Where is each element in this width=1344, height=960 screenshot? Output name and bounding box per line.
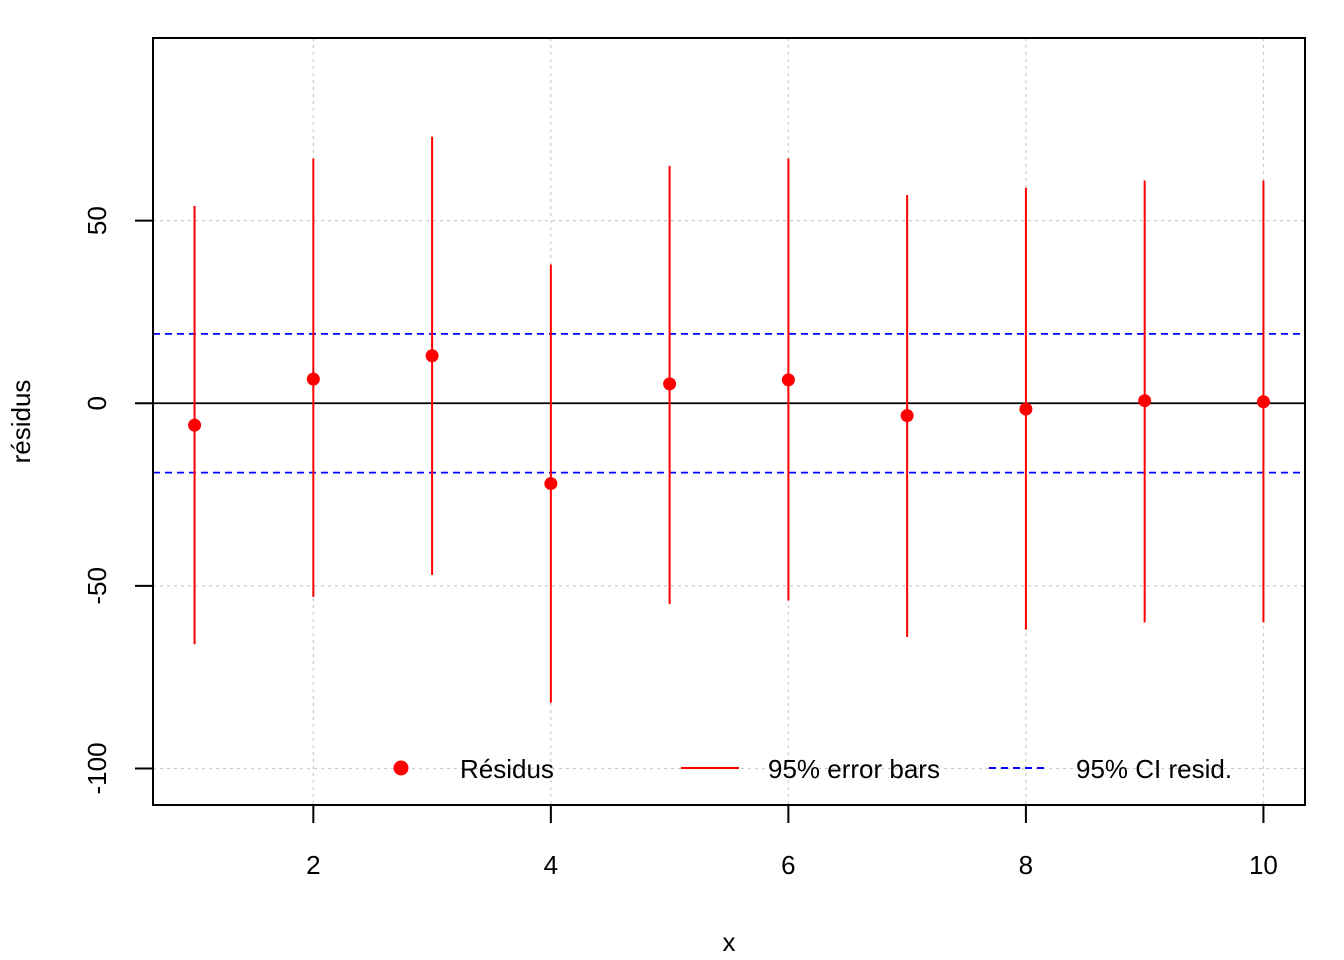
residual-point <box>663 377 677 391</box>
residual-point <box>425 349 439 363</box>
x-tick-label: 6 <box>781 850 795 880</box>
legend-item: 95% error bars <box>681 754 940 784</box>
residual-point <box>188 418 202 432</box>
grid-lines <box>153 38 1305 805</box>
legend-label: Résidus <box>460 754 554 784</box>
ci-lines <box>153 332 1305 474</box>
legend-label: 95% CI resid. <box>1076 754 1232 784</box>
residual-point <box>781 373 795 387</box>
x-tick-label: 2 <box>306 850 320 880</box>
x-tick-label: 4 <box>544 850 558 880</box>
residual-point <box>1019 402 1033 416</box>
legend-point-symbol <box>393 760 409 776</box>
y-tick-label: 0 <box>82 396 112 410</box>
y-tick-label: -50 <box>82 567 112 605</box>
y-tick-label: -100 <box>82 742 112 794</box>
y-tick-label: 50 <box>82 206 112 235</box>
residual-points <box>188 349 1270 491</box>
y-axis-label: résidus <box>6 380 36 464</box>
legend-item: 95% CI resid. <box>989 754 1232 784</box>
x-tick-label: 10 <box>1249 850 1278 880</box>
legend-item: Résidus <box>393 754 554 784</box>
residual-point <box>1138 394 1152 408</box>
plot-frame <box>152 37 1306 806</box>
residual-point <box>306 372 320 386</box>
x-axis-label: x <box>723 927 736 957</box>
y-axis: -100 -50 0 50 <box>82 206 154 794</box>
x-axis: 2 4 6 8 10 <box>306 804 1278 880</box>
legend-label: 95% error bars <box>768 754 940 784</box>
residual-point <box>900 409 914 423</box>
residual-point <box>1256 395 1270 409</box>
legend: Résidus 95% error bars 95% CI resid. <box>393 754 1232 784</box>
x-tick-label: 8 <box>1019 850 1033 880</box>
error-bars <box>193 136 1265 703</box>
residual-point <box>544 477 558 491</box>
